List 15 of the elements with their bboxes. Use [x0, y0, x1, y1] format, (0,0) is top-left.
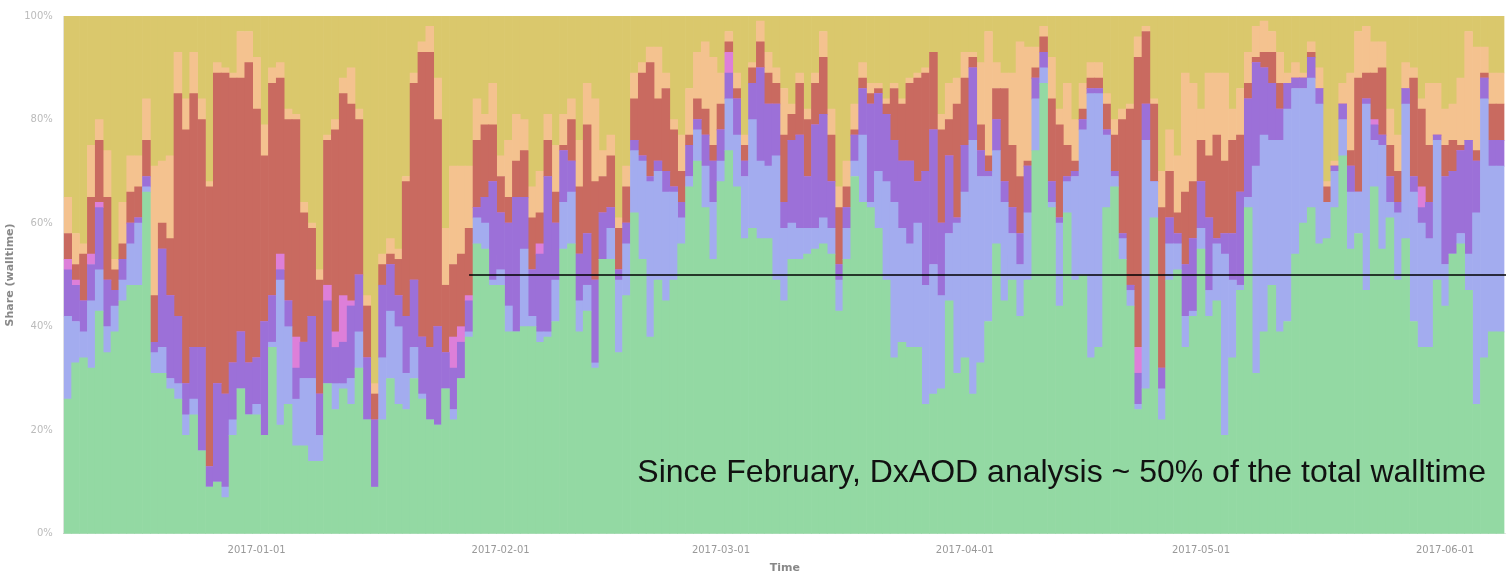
x-axis-title: Time	[769, 561, 800, 575]
x-tick-label: 2017-02-01	[471, 544, 530, 556]
annotation: Since February, DxAOD analysis ~ 50% of the total walltime	[637, 453, 1486, 490]
y-tick-label: 80%	[30, 113, 53, 125]
y-tick-label: 100%	[24, 9, 53, 21]
y-tick-label: 20%	[30, 423, 53, 435]
x-tick-label: 2017-06-01	[1415, 544, 1475, 556]
y-tick-label: 60%	[30, 216, 53, 228]
x-tick-label: 2017-04-01	[935, 544, 994, 556]
x-tick-label: 2017-03-01	[691, 544, 751, 556]
y-tick-label: 40%	[30, 320, 53, 332]
x-tick-label: 2017-01-01	[227, 544, 286, 556]
x-tick-label: 2017-05-01	[1171, 544, 1231, 556]
y-tick-label: 0%	[36, 527, 53, 539]
y-axis-title: Share (walltime)	[3, 223, 17, 327]
